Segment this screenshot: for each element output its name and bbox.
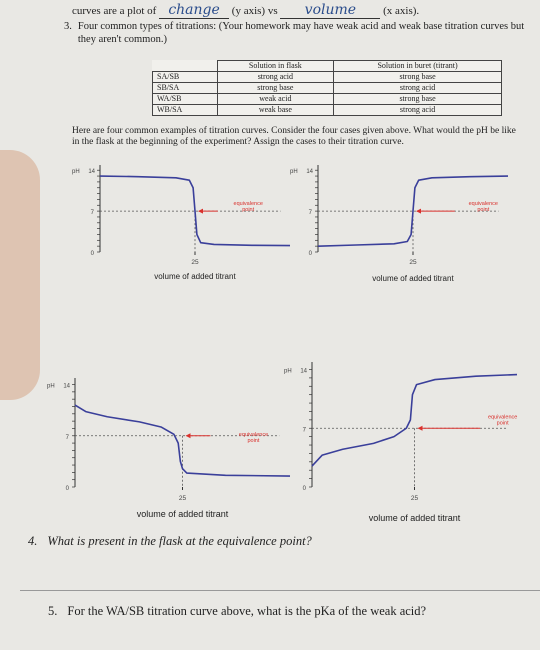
annotation-arrowhead bbox=[416, 208, 421, 214]
y-axis-label: pH bbox=[290, 169, 298, 175]
x-tick-label: 25 bbox=[191, 259, 199, 266]
y-tick-label: 7 bbox=[66, 435, 70, 441]
handwritten-answer: volume bbox=[280, 2, 381, 19]
annotation: equivalence bbox=[239, 432, 268, 438]
y-tick-label: 14 bbox=[63, 384, 70, 390]
page-edge bbox=[20, 590, 540, 591]
question-number: 3. bbox=[64, 21, 72, 32]
y-tick-label: 7 bbox=[309, 210, 313, 216]
question-4: 4. What is present in the flask at the e… bbox=[28, 534, 312, 549]
annotation-arrowhead bbox=[198, 208, 203, 214]
x-axis-label: volume of added titrant bbox=[369, 513, 461, 523]
y-tick-label: 0 bbox=[303, 486, 307, 492]
handwritten-answer: change bbox=[159, 2, 230, 19]
instructions: Here are four common examples of titrati… bbox=[72, 126, 516, 147]
annotation: equivalence bbox=[234, 201, 263, 207]
question-text: What is present in the flask at the equi… bbox=[47, 534, 312, 548]
annotation: point bbox=[242, 207, 254, 213]
annotation: point bbox=[477, 207, 489, 213]
header-text: (x axis). bbox=[383, 5, 420, 17]
y-axis-label: pH bbox=[284, 369, 292, 375]
table-cell: strong acid bbox=[333, 104, 502, 116]
titration-curve bbox=[311, 373, 518, 467]
y-axis-label: pH bbox=[72, 169, 80, 175]
question-number: 5. bbox=[48, 604, 58, 618]
x-tick-label: 25 bbox=[179, 495, 187, 502]
titration-curve bbox=[99, 175, 291, 247]
y-tick-label: 7 bbox=[91, 210, 95, 216]
question-number: 4. bbox=[28, 534, 38, 548]
y-tick-label: 0 bbox=[309, 251, 313, 257]
annotation: point bbox=[497, 420, 509, 426]
question-text: For the WA/SB titration curve above, wha… bbox=[67, 604, 427, 618]
y-tick-label: 0 bbox=[91, 251, 95, 257]
x-axis-label: volume of added titrant bbox=[154, 272, 236, 281]
y-tick-label: 0 bbox=[66, 486, 70, 492]
annotation: point bbox=[247, 438, 259, 444]
question-text: Four common types of titrations: (Your h… bbox=[77, 21, 525, 45]
question-3: 3. Four common types of titrations: (You… bbox=[64, 20, 534, 46]
table-row: WB/SA weak base strong acid bbox=[152, 104, 502, 116]
table-cell: weak base bbox=[216, 104, 335, 116]
header-line: curves are a plot of change (y axis) vs … bbox=[72, 2, 419, 19]
annotation-arrowhead bbox=[417, 425, 423, 431]
titration-curve bbox=[74, 404, 291, 477]
x-axis-label: volume of added titrant bbox=[372, 274, 454, 283]
x-tick-label: 25 bbox=[411, 495, 419, 502]
y-tick-label: 14 bbox=[306, 169, 313, 175]
y-tick-label: 7 bbox=[303, 427, 307, 433]
titration-table: Solution in flask Solution in buret (tit… bbox=[152, 60, 502, 116]
annotation: equivalence bbox=[469, 201, 498, 207]
question-5: 5. For the WA/SB titration curve above, … bbox=[48, 604, 426, 619]
titration-curve bbox=[317, 175, 509, 247]
x-axis-label: volume of added titrant bbox=[137, 509, 229, 519]
annotation: equivalence bbox=[488, 414, 517, 420]
finger-shadow bbox=[0, 150, 40, 400]
table-body: SA/SB strong acid strong base SB/SA strong b… bbox=[152, 71, 502, 116]
y-axis-label: pH bbox=[47, 384, 55, 390]
y-tick-label: 14 bbox=[88, 169, 95, 175]
table-row: WA/SB weak acid strong base bbox=[152, 93, 502, 105]
x-tick-label: 25 bbox=[409, 259, 417, 266]
y-tick-label: 14 bbox=[300, 369, 307, 375]
header-prefix: curves are a plot of bbox=[72, 5, 157, 17]
header-text: (y axis) vs bbox=[231, 5, 278, 17]
annotation-arrowhead bbox=[185, 433, 191, 439]
